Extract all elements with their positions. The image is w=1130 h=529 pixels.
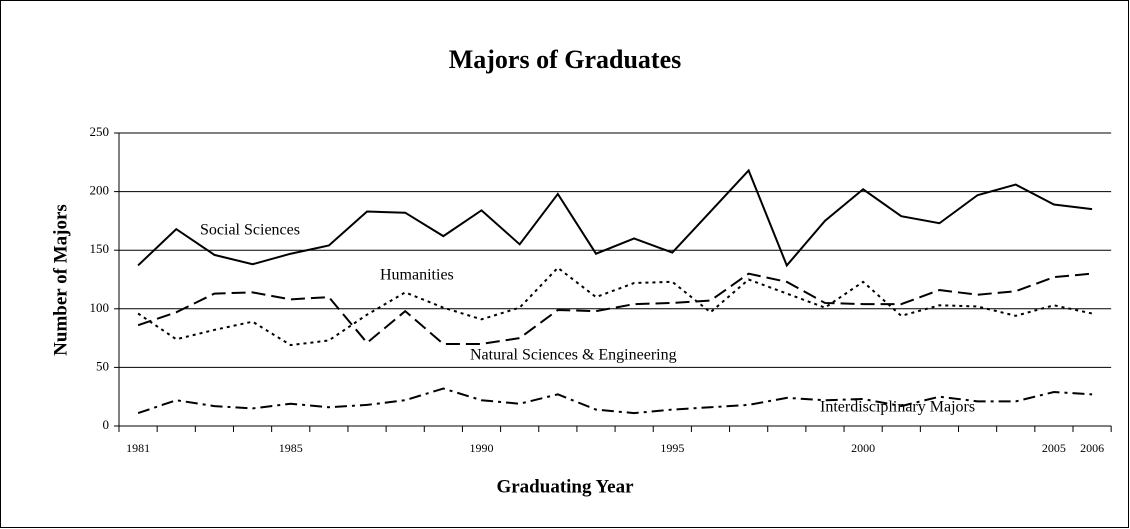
series-line (137, 266, 1093, 347)
series-label: Interdisciplinary Majors (820, 399, 975, 416)
x-tick-label: 1990 (470, 441, 494, 455)
series-label: Natural Sciences & Engineering (470, 347, 677, 364)
series-line (137, 272, 1093, 345)
x-tick-label: 2005 (1042, 441, 1066, 455)
y-tick-label: 100 (90, 300, 110, 315)
x-axis-label: Graduating Year (496, 476, 634, 497)
y-tick-label: 150 (90, 241, 110, 256)
series-label: Social Sciences (200, 222, 300, 239)
x-tick-label: 2000 (851, 441, 875, 455)
y-axis-label: Number of Majors (50, 204, 71, 356)
y-tick-label: 0 (103, 417, 110, 432)
series-line (137, 387, 1093, 415)
series-line (137, 168, 1093, 268)
x-tick-label: 1995 (660, 441, 684, 455)
x-tick-label: 1985 (279, 441, 303, 455)
series-label: Humanities (380, 267, 454, 284)
y-tick-label: 50 (96, 358, 109, 373)
x-tick-label: 2006 (1080, 441, 1104, 455)
y-tick-label: 250 (90, 124, 110, 139)
x-tick-label: 1981 (126, 441, 150, 455)
chart-title: Majors of Graduates (449, 45, 682, 74)
y-tick-label: 200 (90, 183, 110, 198)
